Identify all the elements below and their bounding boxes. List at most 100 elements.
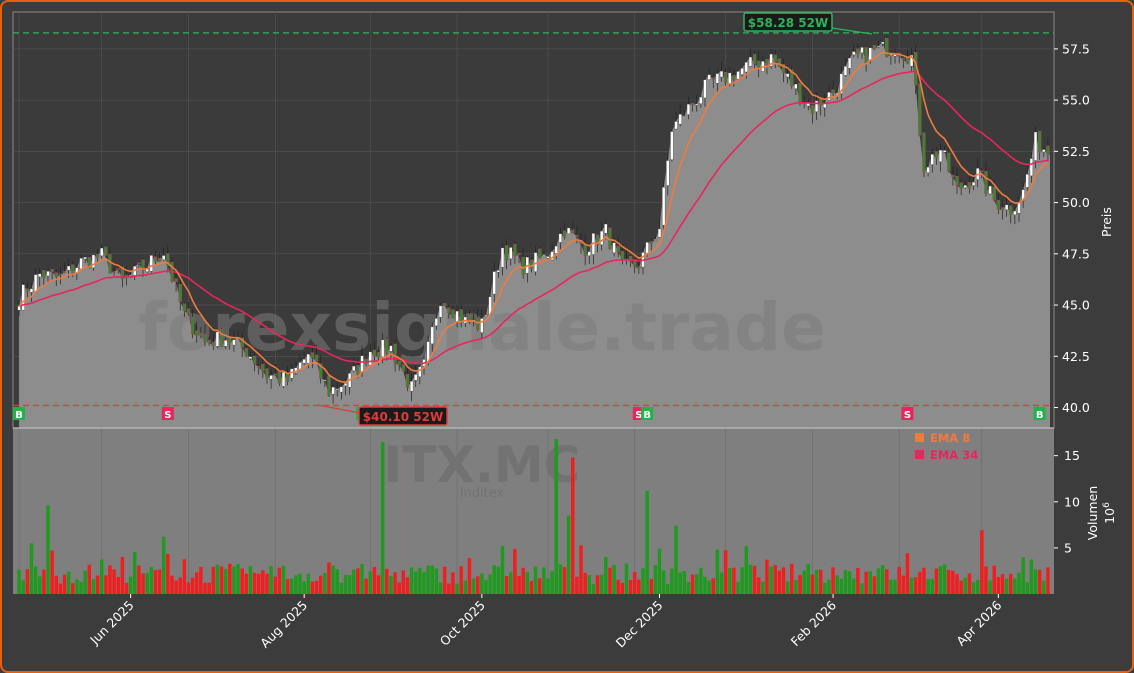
volume-bar bbox=[480, 573, 484, 594]
volume-bar bbox=[856, 567, 860, 594]
candle bbox=[58, 273, 63, 276]
volume-bar bbox=[414, 571, 418, 594]
volume-bar bbox=[360, 563, 364, 594]
candle bbox=[215, 331, 220, 347]
candle bbox=[988, 185, 992, 195]
legend-label-1: EMA 34 bbox=[930, 448, 978, 462]
legend-swatch-1 bbox=[915, 450, 924, 459]
volume-bar bbox=[141, 573, 145, 594]
volume-bar bbox=[798, 574, 802, 594]
volume-bar bbox=[385, 568, 389, 594]
volume-bar bbox=[128, 576, 133, 594]
volume-bar bbox=[637, 579, 641, 594]
candle bbox=[529, 259, 534, 269]
candle bbox=[558, 233, 563, 243]
candle bbox=[418, 366, 422, 377]
candle bbox=[21, 284, 25, 311]
signal-label-0: B bbox=[15, 410, 23, 421]
candle bbox=[546, 256, 550, 259]
volume-bar bbox=[306, 573, 311, 594]
volume-bar bbox=[537, 578, 542, 594]
candle bbox=[1029, 158, 1034, 177]
candle bbox=[645, 242, 649, 254]
candle bbox=[459, 309, 463, 323]
candle bbox=[831, 89, 835, 94]
volume-bar bbox=[529, 580, 534, 594]
candle bbox=[620, 251, 624, 260]
candle bbox=[872, 44, 877, 50]
volume-bar bbox=[190, 577, 195, 594]
candle bbox=[785, 73, 790, 78]
volume-bar bbox=[331, 565, 335, 594]
candle bbox=[550, 251, 554, 261]
volume-bar bbox=[207, 582, 211, 594]
volume-bar bbox=[475, 576, 480, 594]
candle bbox=[562, 230, 567, 238]
volume-bar bbox=[471, 578, 476, 594]
candle bbox=[137, 262, 141, 264]
volume-bar bbox=[174, 580, 178, 594]
volume-bar bbox=[153, 570, 158, 594]
candle bbox=[996, 199, 1000, 210]
volume-bar bbox=[219, 566, 224, 594]
ticker-subtitle: Inditex bbox=[460, 486, 505, 501]
candle bbox=[864, 47, 868, 64]
candle bbox=[314, 354, 319, 362]
volume-bar bbox=[893, 579, 897, 594]
volume-bar bbox=[740, 567, 744, 594]
candle bbox=[690, 102, 695, 106]
candle bbox=[405, 374, 410, 388]
volume-bar bbox=[513, 548, 517, 594]
candle bbox=[509, 247, 513, 259]
candle bbox=[827, 92, 831, 101]
volume-bar bbox=[145, 572, 149, 594]
volume-bar bbox=[649, 579, 653, 594]
candle bbox=[203, 334, 207, 342]
candle bbox=[637, 266, 641, 269]
volume-bar bbox=[707, 580, 711, 594]
volume-bar bbox=[459, 566, 463, 594]
volume-bar bbox=[364, 578, 368, 594]
volume-bar bbox=[17, 569, 21, 594]
volume-bar bbox=[901, 575, 906, 594]
volume-bar bbox=[723, 550, 728, 594]
volume-tick-label-0: 5 bbox=[1064, 540, 1072, 555]
volume-bar bbox=[104, 575, 108, 594]
volume-bar bbox=[215, 564, 220, 594]
candle bbox=[926, 166, 930, 173]
volume-bar bbox=[405, 577, 410, 594]
candle bbox=[769, 53, 773, 67]
volume-bar bbox=[802, 570, 806, 594]
volume-bar bbox=[186, 582, 191, 594]
volume-bar bbox=[678, 572, 682, 594]
candle bbox=[323, 379, 327, 382]
volume-bar bbox=[422, 571, 426, 594]
signal-badge-6 bbox=[641, 407, 654, 420]
candle bbox=[715, 73, 720, 84]
volume-bar bbox=[996, 577, 1001, 594]
signal-label-8: B bbox=[1036, 410, 1044, 421]
volume-bar bbox=[1037, 569, 1042, 594]
candle bbox=[971, 181, 976, 186]
volume-bar bbox=[823, 582, 827, 594]
candle bbox=[852, 51, 856, 56]
candle bbox=[100, 247, 104, 257]
volume-bar bbox=[955, 574, 959, 594]
volume-bar bbox=[794, 580, 798, 594]
candle bbox=[653, 239, 658, 241]
volume-bar bbox=[641, 568, 645, 594]
volume-bar bbox=[261, 570, 265, 594]
candle bbox=[285, 373, 290, 382]
volume-bar bbox=[240, 568, 244, 594]
volume-bar bbox=[517, 575, 521, 594]
volume-bar bbox=[732, 567, 736, 594]
candle bbox=[517, 253, 521, 255]
candle bbox=[91, 254, 96, 269]
volume-bar bbox=[719, 572, 724, 594]
candle bbox=[166, 253, 170, 266]
candle bbox=[959, 182, 963, 190]
volume-bar bbox=[951, 570, 955, 594]
candle bbox=[252, 355, 257, 365]
volume-bar bbox=[959, 580, 963, 594]
candle bbox=[1038, 130, 1042, 153]
